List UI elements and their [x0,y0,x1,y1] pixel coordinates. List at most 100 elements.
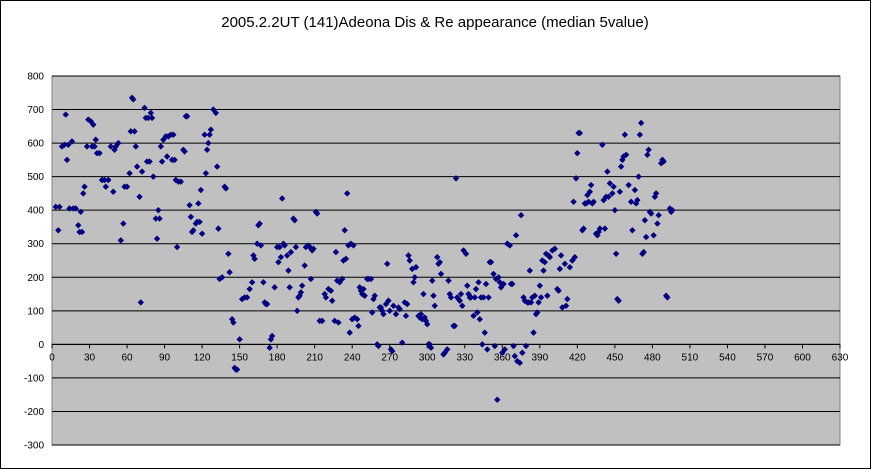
data-point [137,299,145,306]
data-point [183,113,191,120]
data-point [541,258,549,266]
data-point [655,212,662,219]
data-point [186,201,193,209]
x-tick-label: 540 [719,352,736,363]
y-tick-label: 800 [27,72,44,83]
data-point [292,243,300,251]
data-point [260,279,267,286]
data-point [132,143,140,150]
data-point [77,208,84,216]
data-point [266,344,273,351]
data-point [338,275,346,283]
data-point [196,218,203,226]
data-point [510,342,517,350]
data-point [355,322,362,330]
data-point [495,274,502,281]
data-point [406,257,413,264]
data-point [62,111,69,118]
x-tick-label: 390 [531,352,548,363]
data-point [195,200,202,207]
data-point [571,253,579,261]
data-point [92,136,99,143]
data-point [396,305,403,313]
data-point [203,146,211,153]
data-point [275,258,282,266]
y-tick-label: 0 [38,340,44,351]
data-point [87,118,94,125]
data-point [536,282,544,289]
data-point [562,302,570,309]
data-point [68,138,76,145]
data-point [257,242,265,249]
x-tick-label: 90 [159,352,171,363]
data-point [546,253,554,261]
data-point [494,396,501,403]
data-point [375,342,382,350]
x-tick-label: 330 [456,352,473,363]
data-point [353,316,361,323]
data-point [481,329,488,336]
data-point [456,297,463,304]
data-point [479,341,486,348]
data-point [297,289,305,296]
data-point [444,346,451,353]
data-point [620,153,627,160]
data-point [652,190,660,197]
data-point [248,279,256,286]
data-point [96,149,103,157]
data-point [343,190,351,197]
chart-title: 2005.2.2UT (141)Adeona Dis & Re appearan… [221,14,649,31]
data-point [604,168,611,175]
data-point [236,336,243,343]
x-tick-label: 300 [419,352,436,363]
x-tick-label: 150 [231,352,248,363]
data-point [650,232,657,239]
data-point [66,205,73,212]
data-point [517,212,525,219]
data-point [475,279,482,286]
data-point [487,258,495,266]
data-point [335,319,342,326]
data-point [246,285,253,293]
data-point [506,242,513,249]
data-point [635,173,642,180]
data-point [595,228,602,236]
data-point [530,329,537,336]
data-point [313,210,321,217]
data-point [451,322,458,330]
data-point [226,269,233,276]
data-point [605,193,612,200]
data-point [516,359,523,367]
y-axis: 800 700 600 500 400 300 200 100 0 -100 -200 -300 [24,72,44,452]
data-point [216,275,223,283]
x-tick-label: 210 [306,352,323,363]
data-point [539,257,546,264]
data-point [276,243,283,251]
data-point [55,227,62,234]
data-point [529,294,536,301]
data-point [570,198,577,205]
data-point [467,294,475,301]
data-point [286,284,293,291]
data-point [126,170,133,177]
data-point [641,217,649,224]
data-point [462,250,470,257]
data-point [576,129,584,137]
data-point [287,248,295,256]
data-point [645,146,652,153]
data-point [615,297,622,304]
data-point [459,302,466,309]
data-point [107,143,114,150]
x-tick-label: 570 [757,352,774,363]
data-point [436,258,443,266]
x-tick-label: 60 [121,352,133,363]
data-point [120,220,127,227]
data-point [256,220,263,227]
data-point [101,176,108,184]
data-point [278,195,286,202]
y-tick-label: 400 [27,206,44,217]
x-tick-label: 480 [644,352,661,363]
data-point [622,151,630,159]
data-point [298,282,306,289]
